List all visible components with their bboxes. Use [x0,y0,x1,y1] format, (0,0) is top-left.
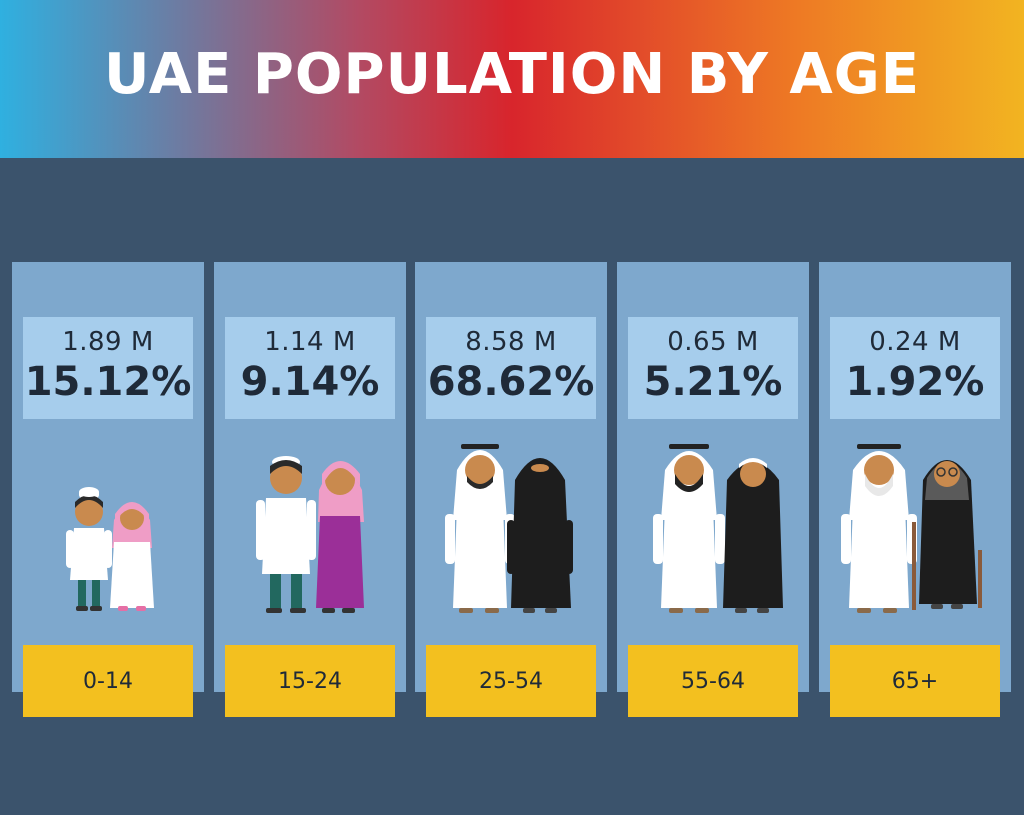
middle-aged-figures-icon [617,430,809,620]
header-banner: UAE POPULATION BY AGE [0,0,1024,158]
child-figures-icon [12,430,204,620]
page-title: UAE POPULATION BY AGE [104,41,920,107]
population-count: 0.24 M [869,327,961,357]
population-percent: 15.12% [24,359,192,405]
age-group-label: 65+ [830,645,1000,717]
age-group-label: 55-64 [628,645,798,717]
age-group-label: 0-14 [23,645,193,717]
population-percent: 5.21% [643,359,783,405]
stat-box: 1.89 M 15.12% [23,317,193,419]
population-count: 1.14 M [264,327,356,357]
stat-box: 1.14 M 9.14% [225,317,395,419]
age-group-label: 15-24 [225,645,395,717]
age-group-label: 25-54 [426,645,596,717]
population-percent: 1.92% [845,359,985,405]
population-percent: 68.62% [427,359,595,405]
youth-figures-icon [214,430,406,620]
stat-box: 0.24 M 1.92% [830,317,1000,419]
adult-figures-icon [415,430,607,620]
population-count: 0.65 M [667,327,759,357]
stat-box: 0.65 M 5.21% [628,317,798,419]
population-percent: 9.14% [240,359,380,405]
stat-box: 8.58 M 68.62% [426,317,596,419]
population-count: 1.89 M [62,327,154,357]
population-count: 8.58 M [465,327,557,357]
elderly-figures-icon [819,430,1011,620]
